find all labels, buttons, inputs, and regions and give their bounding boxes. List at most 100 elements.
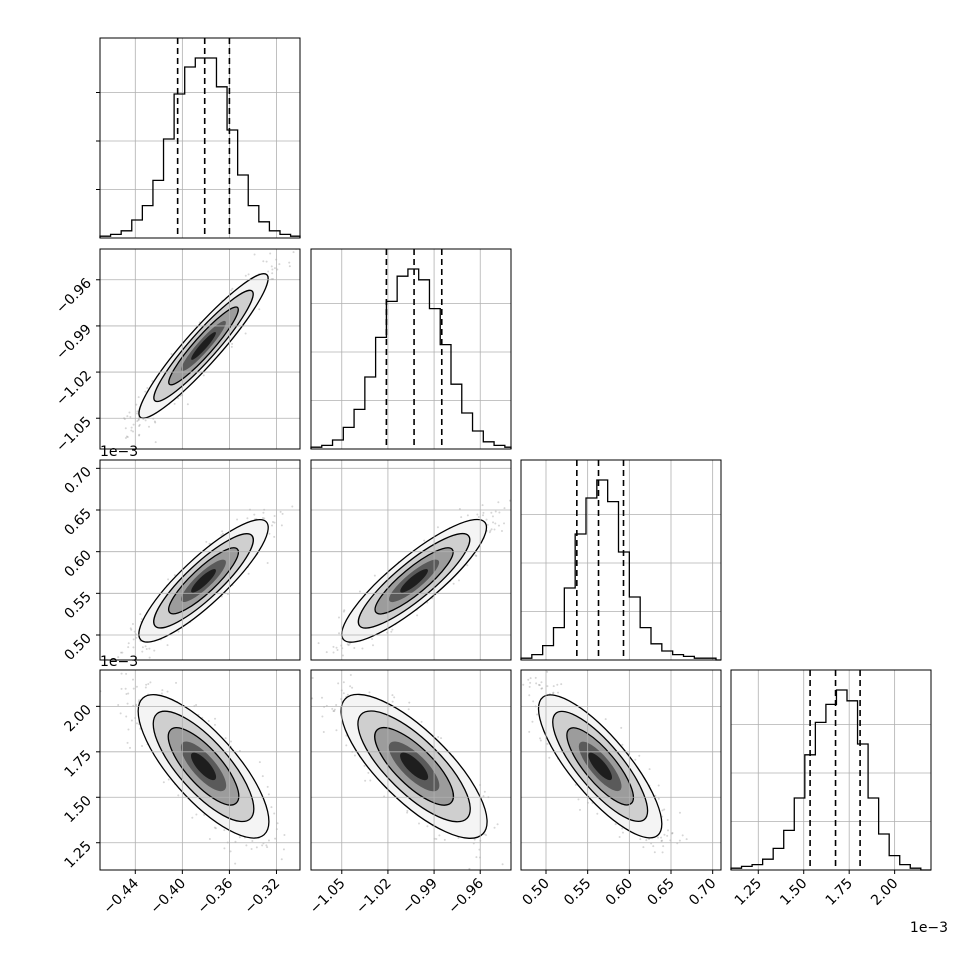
scatter-point xyxy=(369,779,372,782)
scatter-point xyxy=(263,517,266,520)
scatter-point xyxy=(283,833,286,836)
scatter-point xyxy=(103,691,105,693)
scatter-point xyxy=(195,813,198,816)
scatter-point xyxy=(481,514,484,517)
scatter-point xyxy=(255,846,258,849)
scatter-point xyxy=(351,686,354,689)
scatter-point xyxy=(141,650,144,653)
scatter-point xyxy=(661,839,664,842)
scatter-point xyxy=(266,785,269,788)
scatter-point xyxy=(253,513,256,516)
scatter-point xyxy=(177,794,180,797)
scatter-point xyxy=(438,834,441,837)
scatter-point xyxy=(127,642,130,645)
histogram-series-1 xyxy=(310,268,512,449)
hist-panel-0 xyxy=(96,37,301,239)
scatter-point xyxy=(138,423,141,426)
scatter-point xyxy=(361,647,364,650)
scatter-point xyxy=(653,851,656,854)
scatter-point xyxy=(353,754,356,757)
scatter-point xyxy=(271,268,274,271)
contour-0 xyxy=(138,273,269,419)
scatter-point xyxy=(229,850,232,853)
scatter-point xyxy=(347,644,350,647)
scatter-point xyxy=(205,540,208,543)
panel-frame xyxy=(99,669,301,871)
scatter-point xyxy=(145,648,148,651)
scatter-point xyxy=(220,534,223,537)
scatter-point xyxy=(333,708,336,711)
scatter-point xyxy=(266,846,269,849)
scatter-point xyxy=(302,658,304,660)
scatter-point xyxy=(124,436,127,439)
scatter-point xyxy=(254,878,256,880)
scatter-point xyxy=(167,778,170,781)
scatter-point xyxy=(485,518,488,521)
scatter-point xyxy=(497,524,500,527)
scatter-point xyxy=(273,812,276,815)
scatter-point xyxy=(338,632,341,635)
scatter-point xyxy=(391,694,394,697)
hist-panel-1 xyxy=(310,248,512,450)
scatter-point xyxy=(391,700,394,703)
scatter-point xyxy=(137,419,140,422)
scatter-point xyxy=(214,827,217,830)
scatter-point xyxy=(130,429,133,432)
scatter-point xyxy=(124,687,127,690)
scatter-point xyxy=(231,287,234,290)
scatter-point xyxy=(119,712,122,715)
scatter-point xyxy=(337,616,340,619)
scatter-point xyxy=(274,837,277,840)
scatter-point xyxy=(213,826,216,829)
scatter-point xyxy=(268,532,271,535)
scatter-point xyxy=(556,683,559,686)
scatter-point xyxy=(391,628,394,631)
scatter-point xyxy=(368,691,371,694)
scatter-point xyxy=(491,515,494,518)
scatter-point xyxy=(321,696,324,699)
scatter-point xyxy=(124,427,127,430)
scatter-point xyxy=(546,670,549,673)
scatter-point xyxy=(270,806,273,809)
scatter-point xyxy=(443,838,446,841)
scatter-point xyxy=(247,572,250,575)
scatter-point xyxy=(475,555,478,558)
scatter-point xyxy=(127,692,130,695)
scatter-point xyxy=(288,693,290,695)
scatter-point xyxy=(660,840,663,843)
scatter-point xyxy=(574,783,577,786)
scatter-point xyxy=(253,253,256,256)
scatter-point xyxy=(247,273,250,276)
scatter-point xyxy=(137,418,140,421)
scatter-point xyxy=(136,410,139,413)
panel-frame xyxy=(99,459,301,661)
scatter-point xyxy=(519,844,521,846)
hist-panel-2 xyxy=(520,459,722,661)
scatter-point xyxy=(497,501,500,504)
scatter-point xyxy=(493,826,496,829)
scatter-point xyxy=(283,879,285,881)
scatter-point xyxy=(267,793,270,796)
scatter-point xyxy=(538,737,541,740)
scatter-point xyxy=(648,768,651,771)
scatter-point xyxy=(416,614,419,617)
scatter-point xyxy=(177,397,180,400)
scatter-point xyxy=(127,728,130,731)
scatter-panel-3-2 xyxy=(514,669,722,871)
scatter-point xyxy=(149,681,152,684)
scatter-point xyxy=(539,739,542,742)
scatter-point xyxy=(552,691,555,694)
scatter-point xyxy=(208,837,211,840)
scatter-point xyxy=(406,809,409,812)
histogram-series-3 xyxy=(730,689,931,871)
scatter-point xyxy=(273,515,276,518)
scatter-point xyxy=(485,834,488,837)
scatter-point xyxy=(331,707,334,710)
scatter-point xyxy=(121,651,124,654)
scatter-point xyxy=(144,419,147,422)
scatter-point xyxy=(514,685,516,687)
scatter-point xyxy=(512,490,514,492)
scatter-point xyxy=(332,651,335,654)
scatter-point xyxy=(466,514,469,517)
